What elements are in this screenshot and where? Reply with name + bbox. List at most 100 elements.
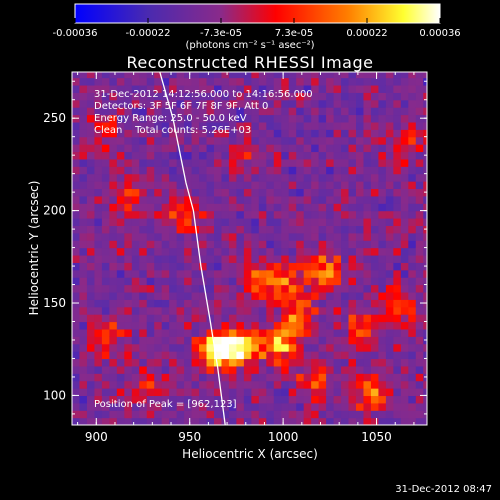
heatmap-cell xyxy=(184,84,193,93)
heatmap-cell xyxy=(124,218,133,226)
heatmap-cell xyxy=(206,84,215,93)
heatmap-cell xyxy=(79,388,88,397)
heatmap-cell xyxy=(191,299,200,308)
heatmap-cell xyxy=(363,314,372,323)
heatmap-cell xyxy=(116,158,125,167)
heatmap-cell xyxy=(385,188,394,197)
heatmap-cell xyxy=(251,136,260,145)
heatmap-cell xyxy=(124,195,133,204)
heatmap-cell xyxy=(258,388,267,397)
heatmap-cell xyxy=(370,343,380,352)
heatmap-cell xyxy=(221,262,230,271)
heatmap-cell xyxy=(288,314,297,323)
heatmap-cell xyxy=(273,358,282,367)
heatmap-cell xyxy=(385,388,394,397)
heatmap-cell xyxy=(139,358,148,367)
heatmap-cell xyxy=(79,328,88,337)
heatmap-cell xyxy=(393,410,402,419)
heatmap-cell xyxy=(363,277,372,286)
heatmap-cell xyxy=(303,84,312,93)
heatmap-cell xyxy=(161,232,170,241)
heatmap-cell xyxy=(423,107,427,116)
heatmap-cell xyxy=(408,343,417,352)
heatmap-cell xyxy=(191,158,200,167)
heatmap-cell xyxy=(199,92,208,101)
heatmap-cell xyxy=(348,284,357,293)
heatmap-cell xyxy=(251,402,260,411)
heatmap-cell xyxy=(258,365,267,374)
heatmap-cell xyxy=(221,351,230,360)
heatmap-cell xyxy=(423,129,427,138)
heatmap-cell xyxy=(296,402,305,411)
heatmap-cell xyxy=(86,188,96,197)
heatmap-cell xyxy=(296,203,305,212)
heatmap-cell xyxy=(146,328,155,337)
heatmap-cell xyxy=(258,188,267,197)
heatmap-cell xyxy=(296,92,305,101)
heatmap-cell xyxy=(131,328,140,337)
heatmap-cell xyxy=(415,240,424,249)
heatmap-cell xyxy=(423,388,427,397)
heatmap-cell xyxy=(139,388,148,397)
heatmap-cell xyxy=(266,129,275,138)
heatmap-cell xyxy=(303,358,312,367)
heatmap-cell xyxy=(288,158,297,167)
heatmap-cell xyxy=(79,72,88,79)
heatmap-cell xyxy=(184,314,193,323)
heatmap-cell xyxy=(281,195,290,204)
heatmap-cell xyxy=(191,114,200,123)
heatmap-cell xyxy=(326,232,335,241)
heatmap-cell xyxy=(221,373,230,382)
heatmap-cell xyxy=(303,247,312,256)
heatmap-cell xyxy=(154,114,163,123)
heatmap-cell xyxy=(378,395,387,404)
heatmap-cell xyxy=(94,114,103,123)
heatmap-cell xyxy=(86,277,96,286)
heatmap-cell xyxy=(191,232,200,241)
heatmap-cell xyxy=(124,269,133,278)
heatmap-cell xyxy=(176,336,185,345)
heatmap-cell xyxy=(109,380,118,389)
heatmap-cell xyxy=(400,314,409,323)
heatmap-cell xyxy=(214,358,223,367)
heatmap-cell xyxy=(139,365,148,374)
heatmap-cell xyxy=(79,173,88,182)
heatmap-cell xyxy=(318,358,327,367)
heatmap-cell xyxy=(303,328,312,337)
heatmap-cell xyxy=(124,351,133,360)
heatmap-cell xyxy=(341,254,350,263)
heatmap-cell xyxy=(176,314,185,323)
heatmap-cell xyxy=(109,284,118,293)
heatmap-cell xyxy=(385,314,394,323)
heatmap-cell xyxy=(311,410,320,419)
annotation-energy-range: Energy Range: 25.0 - 50.0 keV xyxy=(94,113,247,124)
heatmap-cell xyxy=(311,365,320,374)
heatmap-cell xyxy=(146,291,155,300)
heatmap-cell xyxy=(266,284,275,293)
heatmap-cell xyxy=(378,328,387,337)
heatmap-cell xyxy=(154,77,163,86)
heatmap-cell xyxy=(393,188,402,197)
heatmap-cell xyxy=(221,380,230,389)
heatmap-cell xyxy=(191,92,200,101)
heatmap-cell xyxy=(281,336,290,345)
heatmap-cell xyxy=(251,247,260,256)
heatmap-cell xyxy=(378,158,387,167)
heatmap-cell xyxy=(258,173,267,182)
x-tick-label: 900 xyxy=(85,430,108,444)
heatmap-cell xyxy=(236,136,245,145)
heatmap-cell xyxy=(72,247,81,256)
heatmap-cell xyxy=(281,84,290,93)
heatmap-cell xyxy=(184,328,193,337)
heatmap-cell xyxy=(333,188,342,197)
heatmap-cell xyxy=(423,269,427,278)
heatmap-cell xyxy=(243,395,252,404)
heatmap-cell xyxy=(400,92,409,101)
heatmap-cell xyxy=(281,351,290,360)
heatmap-cell xyxy=(154,277,163,286)
heatmap-cell xyxy=(109,277,118,286)
heatmap-cell xyxy=(326,351,335,360)
heatmap-cell xyxy=(191,410,200,419)
heatmap-cell xyxy=(176,417,185,425)
heatmap-cell xyxy=(296,277,305,286)
